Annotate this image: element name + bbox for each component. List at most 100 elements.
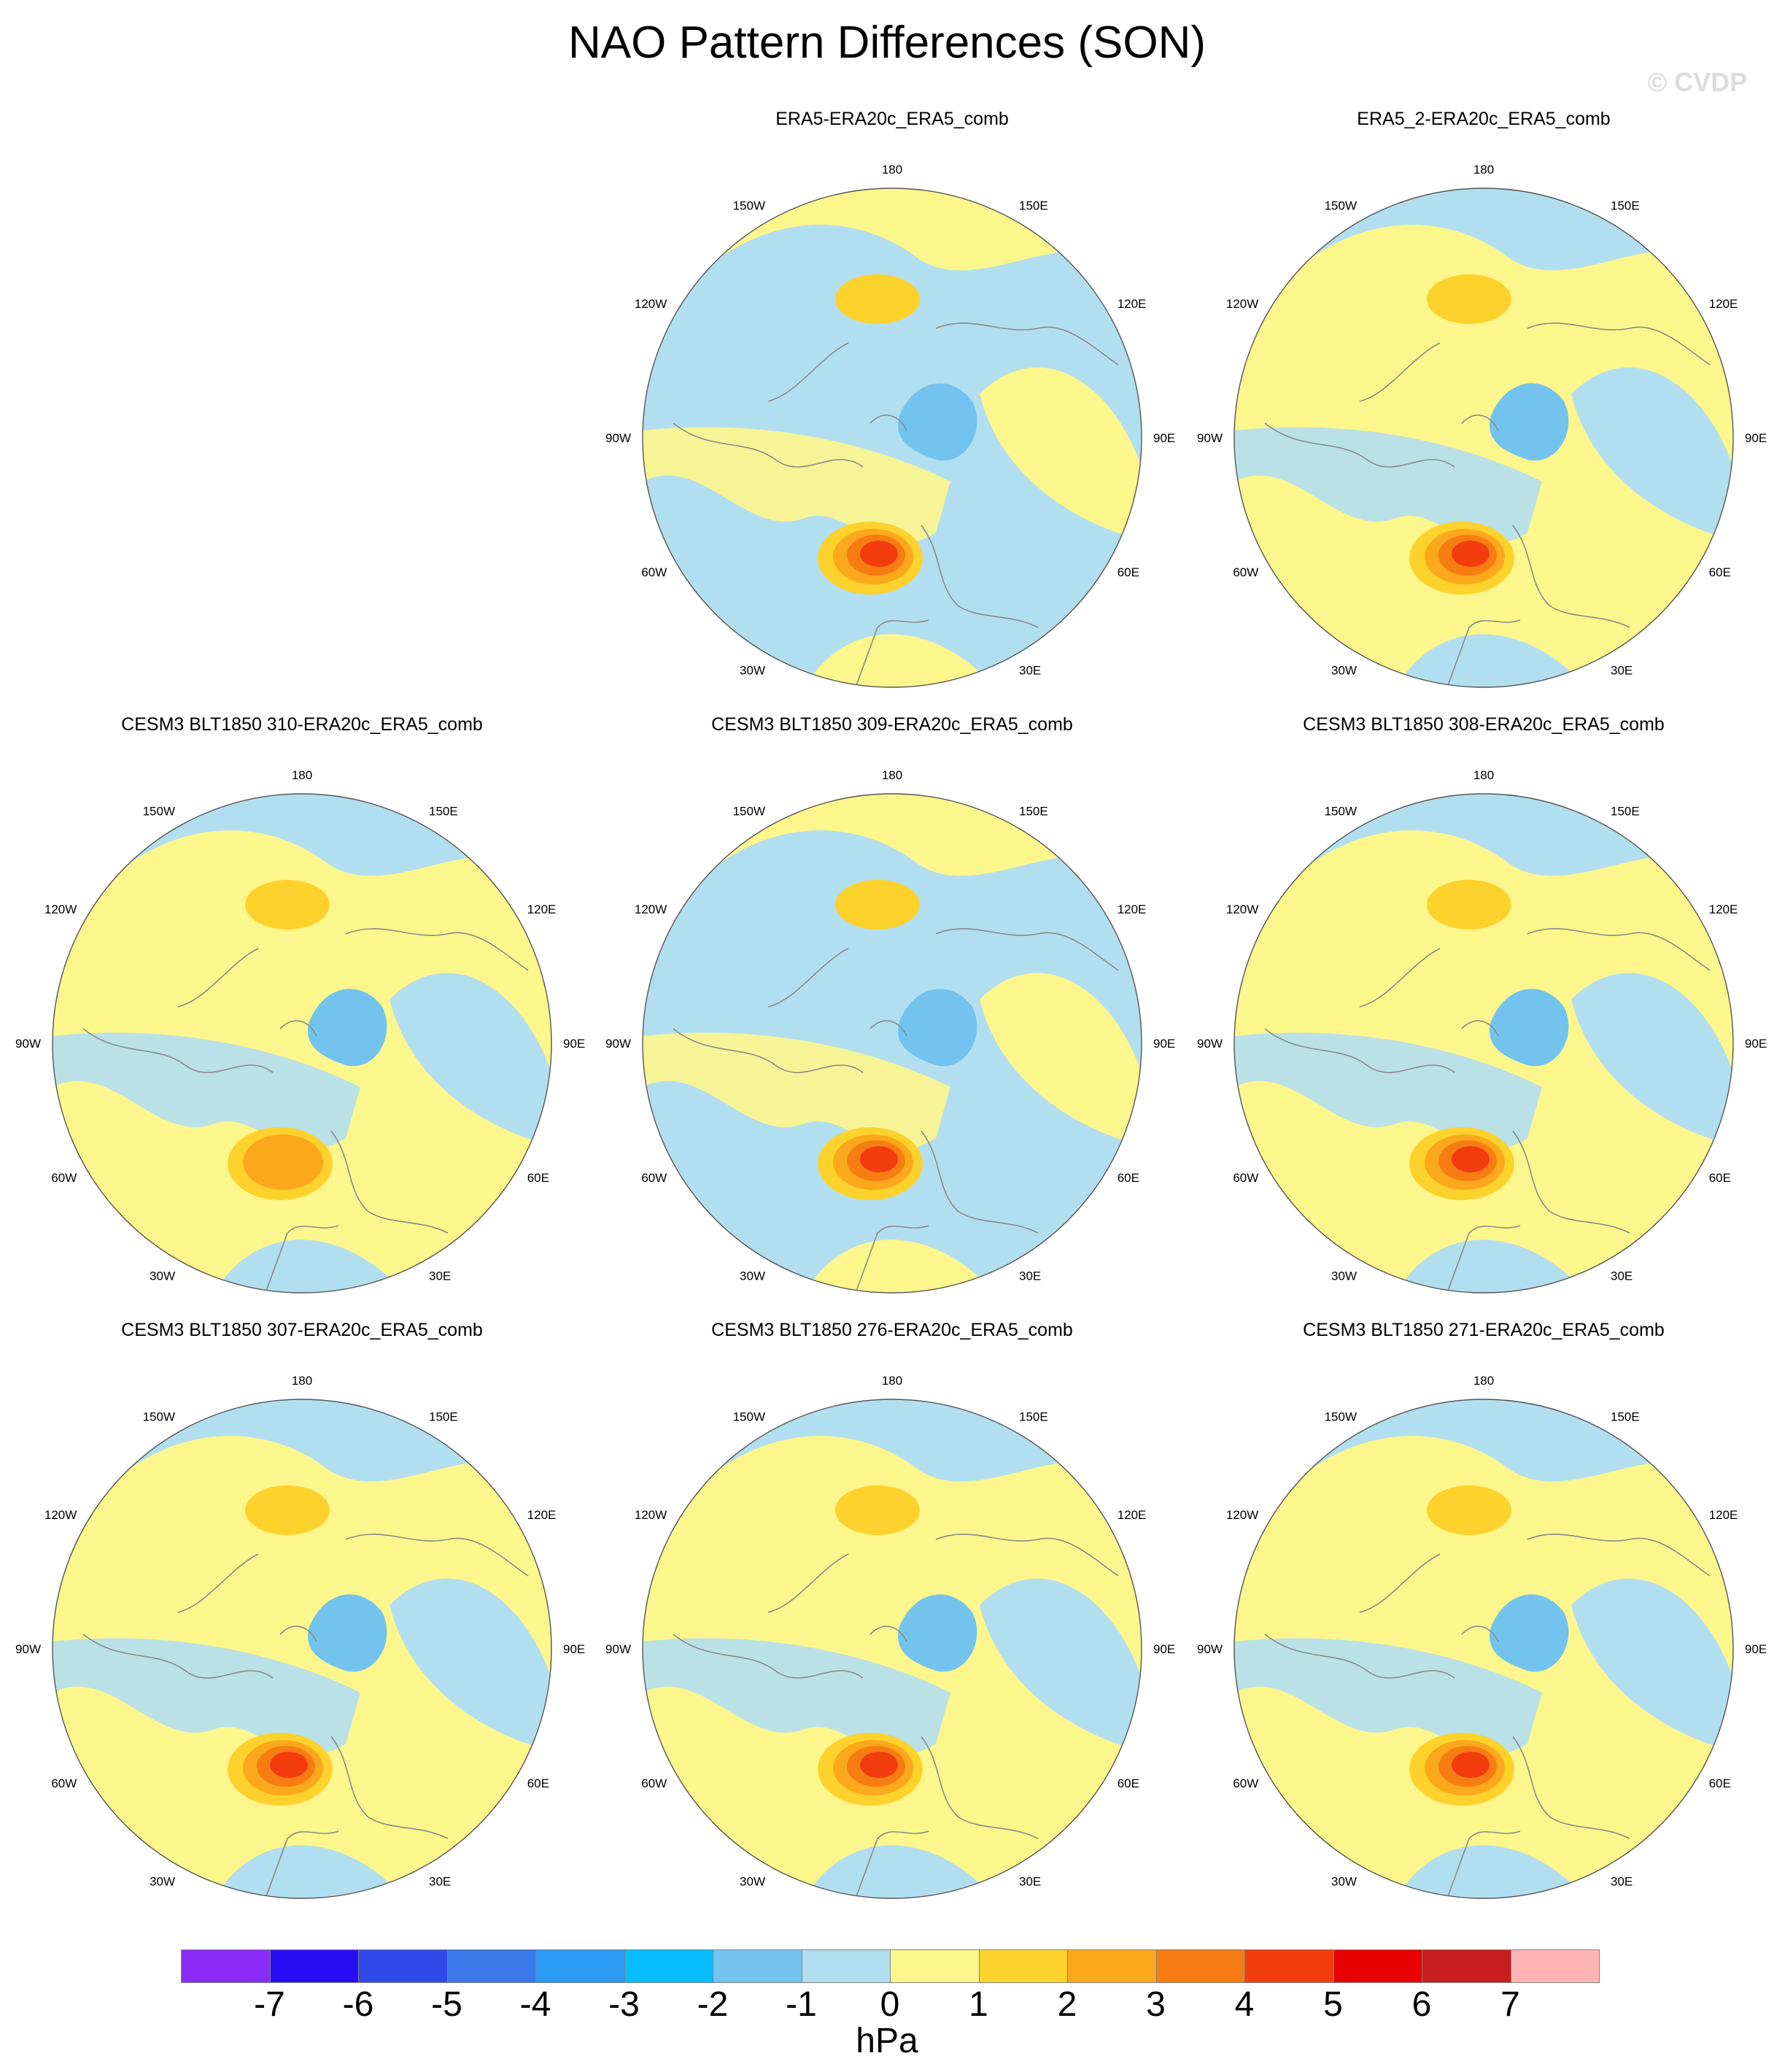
coastline [1264, 422, 1455, 468]
arctic-negative-center [1490, 989, 1569, 1067]
map-boundary [642, 793, 1142, 1294]
coastline [1446, 1225, 1521, 1293]
lon-label-90e: 90E [1745, 1642, 1767, 1656]
lon-label-150e: 150E [1611, 1410, 1640, 1423]
colorbar-tick-label: 1 [969, 1985, 988, 2024]
lon-label-90w: 90W [15, 1037, 41, 1051]
lon-label-90w: 90W [15, 1642, 41, 1656]
lon-label-120w: 120W [635, 297, 667, 311]
subtropical-band [805, 634, 994, 687]
lon-label-180: 180 [882, 1374, 902, 1388]
lon-label-180: 180 [292, 1374, 312, 1388]
coastline [1359, 948, 1441, 1008]
contour-layer [1234, 794, 1733, 1293]
map-boundary [1233, 188, 1734, 688]
lon-label-60e: 60E [1118, 1171, 1139, 1185]
coastline [1359, 342, 1441, 402]
map-panel-cesm3-308: CESM3 BLT1850 308-ERA20c_ERA5_comb 18009… [1192, 711, 1774, 1302]
subtropical-band [805, 1240, 994, 1293]
lon-label-30e: 30E [1611, 1269, 1632, 1283]
coastline [673, 422, 864, 468]
nao-high-contour [1452, 1146, 1490, 1172]
colorbar-box [890, 1949, 980, 1983]
coastline [345, 1534, 529, 1577]
lon-label-180: 180 [1473, 768, 1494, 782]
eurasia-anomaly [1571, 367, 1733, 540]
coastline [921, 1736, 1039, 1839]
map-panel-cesm3-276: CESM3 BLT1850 276-ERA20c_ERA5_comb 18009… [600, 1317, 1184, 1908]
lon-label-180: 180 [1473, 163, 1494, 177]
colorbar-box [1155, 1949, 1245, 1983]
lon-label-60w: 60W [1233, 1777, 1258, 1790]
coastline [82, 1028, 274, 1073]
map-boundary [1233, 793, 1734, 1294]
colorbar-box [978, 1949, 1068, 1983]
lon-label-120w: 120W [44, 902, 77, 916]
colorbar-box [358, 1949, 448, 1983]
map-boundary [642, 1399, 1142, 1899]
atlantic-band [643, 427, 950, 544]
arctic-negative-center [898, 383, 977, 461]
polar-map: 180090W90E150W120W60W30W150E120E60E30E [605, 163, 1175, 688]
lon-label-120w: 120W [1226, 902, 1258, 916]
lon-label-150w: 150W [733, 804, 765, 818]
lon-label-90e: 90E [1745, 431, 1767, 445]
subtropical-band [1396, 1845, 1586, 1898]
lon-label-180: 180 [292, 768, 312, 782]
eurasia-anomaly [1571, 1578, 1733, 1751]
contour-layer [53, 1399, 551, 1898]
contour-layer [53, 794, 551, 1293]
colorbar-tick-label: 7 [1500, 1985, 1520, 2024]
lon-label-90w: 90W [1197, 1037, 1223, 1051]
pacific-positive-blob [835, 880, 920, 929]
colorbar-box [535, 1949, 625, 1983]
lon-label-120e: 120E [1118, 1508, 1147, 1522]
lon-label-120w: 120W [1226, 297, 1258, 311]
polar-map: 180090W90E150W120W60W30W150E120E60E30E [1197, 163, 1767, 688]
lon-label-120e: 120E [527, 902, 557, 916]
nao-high-contour [270, 1752, 308, 1778]
lon-label-150e: 150E [1019, 1410, 1048, 1423]
coastline [1461, 1020, 1499, 1037]
coastline [935, 322, 1119, 366]
coastline [767, 342, 849, 402]
lon-label-150w: 150W [143, 804, 175, 818]
nao-high-contour [1465, 546, 1482, 559]
pacific-anomaly [643, 188, 1142, 350]
lon-label-90e: 90E [1153, 1037, 1175, 1051]
lon-label-60w: 60W [51, 1171, 77, 1185]
colorbar-box [1244, 1949, 1334, 1983]
polar-map: 180090W90E150W120W60W30W150E120E60E30E [15, 1374, 585, 1899]
lon-label-120w: 120W [44, 1508, 77, 1522]
lon-label-30e: 30E [1019, 1875, 1041, 1889]
pacific-anomaly [53, 1399, 551, 1561]
atlantic-band [643, 1638, 950, 1755]
arctic-negative-center [898, 1594, 977, 1672]
coastline [1527, 1534, 1711, 1577]
lon-label-120e: 120E [1118, 297, 1147, 311]
pacific-anomaly [1234, 1399, 1733, 1561]
pacific-anomaly [643, 1399, 1142, 1561]
colorbar-tick-label: 4 [1234, 1985, 1255, 2024]
panel-title: CESM3 BLT1850 271-ERA20c_ERA5_comb [1303, 1320, 1665, 1340]
lon-label-150e: 150E [429, 804, 458, 818]
coastline [921, 1130, 1039, 1234]
atlantic-band [53, 1032, 360, 1150]
colorbar-tick-label: -1 [786, 1985, 817, 2024]
panel-title: CESM3 BLT1850 307-ERA20c_ERA5_comb [121, 1320, 483, 1340]
pacific-positive-blob [1427, 1485, 1511, 1535]
nao-high-contour [860, 1752, 898, 1778]
lon-label-60e: 60E [1709, 1777, 1731, 1790]
lon-label-90e: 90E [1153, 1642, 1175, 1656]
map-panel-cesm3-307: CESM3 BLT1850 307-ERA20c_ERA5_comb 18009… [10, 1317, 594, 1908]
colorbar-tick-label: 2 [1057, 1985, 1077, 2024]
lon-label-150e: 150E [429, 1410, 458, 1423]
lon-label-150w: 150W [1325, 1410, 1357, 1423]
coastline [279, 1020, 317, 1037]
lon-label-150e: 150E [1019, 198, 1048, 212]
coastline [935, 1534, 1119, 1577]
colorbar-box [624, 1949, 713, 1983]
pacific-anomaly [1234, 188, 1733, 350]
coastline [1264, 1634, 1455, 1679]
lon-label-90e: 90E [563, 1037, 585, 1051]
